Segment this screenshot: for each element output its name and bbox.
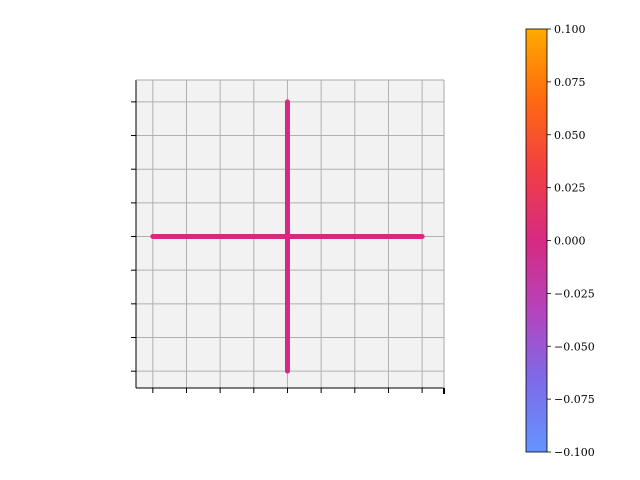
y-axis-ticks: [131, 101, 136, 372]
colorbar-tick-label: 0.050: [554, 129, 586, 142]
colorbar-tick-label: −0.100: [554, 446, 595, 459]
plot-axes: [131, 79, 445, 394]
colorbar-tick-label: −0.050: [554, 340, 595, 353]
colorbar-ticks: −0.100 −0.075 −0.050 −0.025 0.000 0.025 0.050 0…: [547, 23, 595, 459]
colorbar: −0.100 −0.075 −0.050 −0.025 0.000 0.025 0.050 0…: [525, 23, 595, 459]
axes-spines: [135, 79, 445, 389]
colorbar-gradient: [525, 28, 548, 453]
x-axis-ticks: [152, 388, 445, 394]
colorbar-tick-label: 0.075: [554, 76, 586, 89]
colorbar-tick-label: 0.100: [554, 23, 586, 36]
colorbar-tick-label: 0.000: [554, 235, 586, 248]
colorbar-tick-label: −0.025: [554, 287, 595, 300]
colorbar-tick-label: −0.075: [554, 393, 595, 406]
data-series: [150, 99, 425, 374]
colorbar-tick-label: 0.025: [554, 182, 586, 195]
plot-background: [136, 80, 444, 388]
